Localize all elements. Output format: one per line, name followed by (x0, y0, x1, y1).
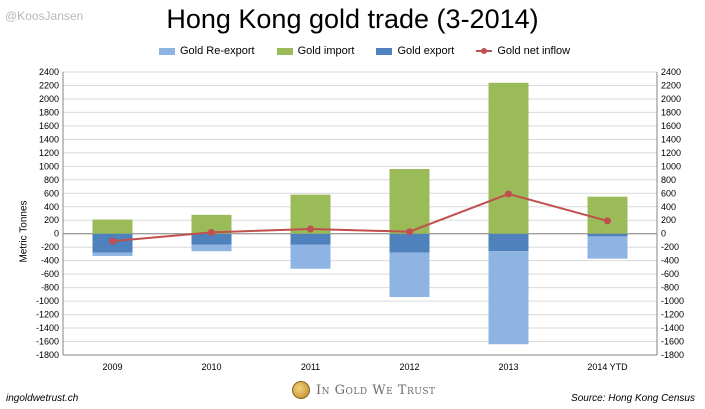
y-tick-label-left: -600 (41, 269, 59, 279)
y-tick-label-right: -200 (661, 242, 679, 252)
y-tick-label-right: -1600 (661, 337, 684, 347)
y-tick-label-right: 1000 (661, 161, 681, 171)
bar-import (488, 82, 529, 234)
y-tick-label-left: -1600 (36, 337, 59, 347)
y-tick-label-left: 400 (44, 202, 59, 212)
y-tick-label-left: 2000 (39, 94, 59, 104)
y-tick-label-right: 1600 (661, 121, 681, 131)
footer-website: ingoldwetrust.ch (6, 393, 79, 404)
net-inflow-line (112, 192, 608, 243)
bar-export (488, 233, 529, 252)
y-tick-label-right: -1400 (661, 323, 684, 333)
x-tick-label: 2011 (301, 362, 320, 372)
net-inflow-point (604, 217, 611, 225)
bar-import (389, 169, 430, 234)
gold-coin-icon (292, 381, 310, 399)
y-tick-label-left: -1200 (36, 310, 59, 320)
legend-label-import: Gold import (297, 45, 355, 57)
bar-export (587, 233, 628, 237)
chart-title: Hong Kong gold trade (3-2014) (166, 4, 539, 34)
x-tick-label: 2013 (498, 362, 518, 372)
brand-name: In Gold We Trust (316, 382, 436, 398)
bar-reexport (389, 252, 430, 298)
y-tick-label-left: 2400 (39, 67, 59, 77)
x-tick-label: 2010 (201, 362, 221, 372)
y-tick-label-left: 1800 (39, 107, 59, 117)
legend-item-reexport: Gold Re-export (159, 45, 255, 57)
legend-label-export: Gold export (397, 45, 455, 57)
y-tick-label-left: 2200 (39, 80, 59, 90)
brand-logo: In Gold We Trust (292, 381, 436, 399)
bar-import (191, 214, 232, 234)
bar-reexport (290, 244, 331, 269)
y-tick-label-right: 1400 (661, 134, 681, 144)
x-tick-label: 2012 (399, 362, 419, 372)
y-tick-label-left: 800 (44, 175, 59, 185)
bar-reexport (488, 251, 529, 345)
y-tick-label-left: 0 (54, 229, 59, 239)
y-tick-label-left: -1000 (36, 296, 59, 306)
x-tick-label: 2014 YTD (587, 362, 628, 372)
y-tick-label-left: 1400 (39, 134, 59, 144)
net-inflow-point (505, 190, 512, 198)
y-tick-label-right: -1200 (661, 310, 684, 320)
y-tick-label-right: -400 (661, 256, 679, 266)
bar-reexport (191, 244, 232, 252)
legend-label-reexport: Gold Re-export (180, 45, 255, 57)
y-tick-label-right: 600 (661, 188, 676, 198)
net-inflow-point (109, 237, 116, 245)
legend-item-export: Gold export (376, 45, 454, 57)
legend-swatch-export (376, 47, 393, 55)
y-tick-label-right: -1800 (661, 350, 684, 360)
bar-export (290, 233, 331, 245)
legend: Gold Re-export Gold import Gold export G… (159, 45, 592, 57)
net-inflow-point (208, 228, 215, 236)
x-tick-label: 2009 (102, 362, 122, 372)
watermark: @KoosJansen (5, 9, 84, 23)
bar-export (389, 233, 430, 253)
y-tick-label-right: 800 (661, 175, 676, 185)
y-tick-label-left: -800 (41, 283, 59, 293)
legend-item-import: Gold import (276, 45, 355, 57)
y-tick-label-left: 1200 (39, 148, 59, 158)
legend-item-net-inflow: Gold net inflow (476, 45, 570, 57)
y-tick-label-left: -400 (41, 256, 59, 266)
net-inflow-point (406, 228, 413, 236)
legend-swatch-net-inflow (476, 47, 493, 55)
bar-reexport (587, 236, 628, 259)
footer-source: Source: Hong Kong Census (571, 393, 695, 404)
legend-label-net-inflow: Gold net inflow (497, 45, 571, 57)
y-tick-label-right: 2200 (661, 80, 681, 90)
bar-export (191, 233, 232, 245)
bar-import (92, 219, 133, 234)
y-tick-label-left: 600 (44, 188, 59, 198)
y-tick-label-left: -1800 (36, 350, 59, 360)
y-tick-label-right: 0 (661, 229, 666, 239)
y-tick-label-right: 2400 (661, 67, 681, 77)
y-tick-label-left: 200 (44, 215, 59, 225)
y-tick-label-right: -600 (661, 269, 679, 279)
legend-swatch-import (276, 47, 293, 55)
y-tick-label-right: 200 (661, 215, 676, 225)
y-tick-label-left: 1600 (39, 121, 59, 131)
y-tick-label-right: -800 (661, 283, 679, 293)
legend-swatch-reexport (159, 47, 175, 55)
y-tick-label-left: -1400 (36, 323, 59, 333)
y-tick-label-right: 1200 (661, 148, 681, 158)
y-tick-label-left: -200 (41, 242, 59, 252)
y-tick-label-left: 1000 (39, 161, 59, 171)
y-tick-label-right: -1000 (661, 296, 684, 306)
bar-reexport (92, 252, 133, 256)
bar-import (587, 196, 628, 234)
net-inflow-point (307, 225, 314, 233)
y-tick-label-right: 400 (661, 202, 676, 212)
y-tick-label-right: 1800 (661, 107, 681, 117)
y-tick-label-right: 2000 (661, 94, 681, 104)
